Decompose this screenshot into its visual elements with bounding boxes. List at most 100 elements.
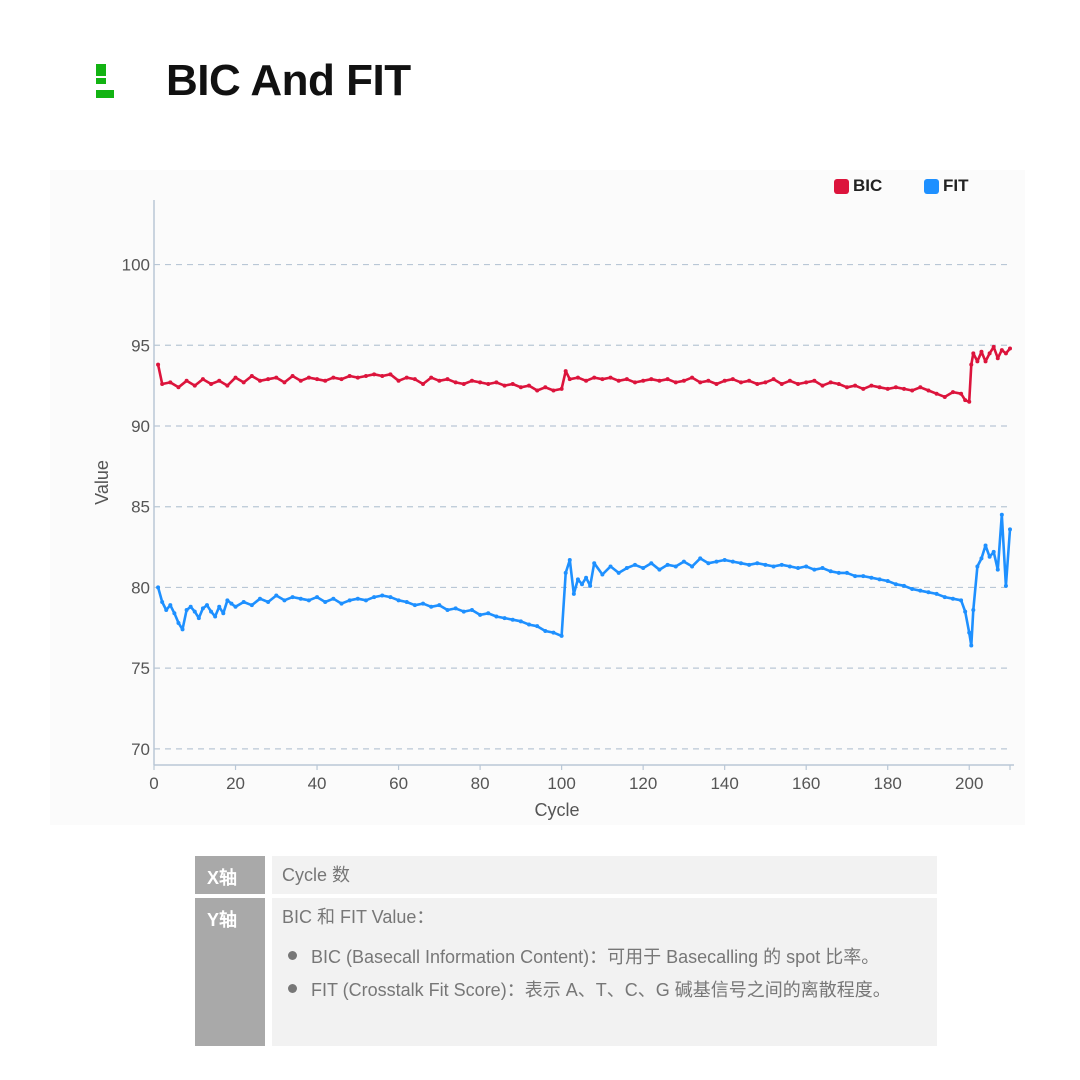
data-point-fit [942,595,947,600]
data-point-bic [160,382,165,387]
data-point-fit [396,598,401,603]
legend-label-fit: FIT [943,176,969,195]
data-point-fit [820,566,825,571]
data-point-bic [331,375,336,380]
data-point-bic [959,391,964,396]
data-point-fit [690,564,695,569]
data-point-bic [469,378,474,383]
data-point-bic [510,382,515,387]
data-point-bic [877,385,882,390]
x-tick-label: 180 [874,774,902,793]
data-point-fit [575,577,580,582]
data-point-bic [551,388,556,393]
data-point-bic [380,373,385,378]
data-point-fit [649,561,654,566]
data-point-bic [910,388,915,393]
data-point-fit [979,556,984,561]
data-point-bic [902,386,907,391]
data-point-fit [355,596,360,601]
data-point-fit [1003,583,1008,588]
data-point-fit [225,598,230,603]
data-point-bic [771,377,776,382]
data-point-fit [616,570,621,575]
data-point-fit [204,603,209,608]
data-point-bic [820,383,825,388]
y-tick-label: 80 [131,578,150,597]
x-tick-label: 200 [955,774,983,793]
y-tick-label: 75 [131,659,150,678]
chart-panel: 70 75 80 85 90 95 100 0 20 40 60 80 100 120 140 160 180 2… [50,170,1025,825]
axis-info-table: X轴 Cycle 数 Y轴 BIC 和 FIT Value： BIC (Base… [195,856,937,1050]
x-tick-label: 60 [389,774,408,793]
data-point-bic [983,359,988,364]
data-point-bic [445,377,450,382]
data-point-fit [950,596,955,601]
x-tick-label: 20 [226,774,245,793]
data-point-fit [592,561,597,566]
data-point-fit [282,598,287,603]
data-point-fit [306,598,311,603]
data-point-bic [657,378,662,383]
data-point-fit [632,562,637,567]
data-point-bic [796,382,801,387]
page-title: BIC And FIT [166,56,411,105]
data-point-bic [478,380,483,385]
data-point-bic [274,375,279,380]
data-point-bic [975,359,980,364]
x-tick-label: 120 [629,774,657,793]
data-point-bic [828,380,833,385]
x-tick-label: 160 [792,774,820,793]
data-point-fit [722,557,727,562]
data-point-fit [588,583,593,588]
legend-item-bic[interactable]: BIC [834,176,882,196]
data-point-fit [983,543,988,548]
data-point-fit [229,601,234,606]
data-point-bic [404,375,409,380]
data-point-bic [698,380,703,385]
data-point-bic [575,375,580,380]
data-point-bic [372,372,377,377]
data-point-bic [494,380,499,385]
data-point-bic [168,380,173,385]
data-point-bic [926,388,931,393]
x-tick-label: 0 [149,774,158,793]
data-point-bic [290,373,295,378]
x-tick-label: 40 [308,774,327,793]
data-point-bic [217,378,222,383]
data-point-fit [290,595,295,600]
data-point-fit [429,604,434,609]
data-point-bic [225,383,230,388]
data-point-bic [156,362,161,367]
legend-item-fit[interactable]: FIT [924,176,969,196]
data-point-fit [200,606,205,611]
data-point-bic [429,375,434,380]
data-point-fit [999,512,1004,517]
y-tick-label: 90 [131,417,150,436]
data-point-bic [950,390,955,395]
data-point-fit [347,598,352,603]
series-line-fit [156,513,1012,647]
data-point-bic [176,385,181,390]
bullet-dot-icon [288,984,297,994]
data-point-fit [771,564,776,569]
data-point-fit [902,583,907,588]
data-point-fit [180,627,185,632]
data-point-bic [600,377,605,382]
data-point-fit [331,596,336,601]
x-axis-title: Cycle [534,800,579,820]
data-point-bic [461,382,466,387]
y-tick-label: 85 [131,498,150,517]
data-point-fit [861,574,866,579]
data-point-bic [282,380,287,385]
data-point-bic [918,385,923,390]
data-point-fit [747,562,752,567]
y-axis-info-row: Y轴 BIC 和 FIT Value： BIC (Basecall Inform… [195,898,937,1046]
data-point-bic [192,383,197,388]
data-point-fit [453,606,458,611]
data-point-bic [257,378,262,383]
data-point-bic [995,356,1000,361]
data-point-fit [698,556,703,561]
data-point-bic [861,386,866,391]
data-point-bic [971,351,976,356]
data-point-fit [213,614,218,619]
